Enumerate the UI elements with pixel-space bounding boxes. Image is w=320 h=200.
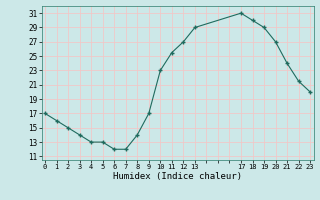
X-axis label: Humidex (Indice chaleur): Humidex (Indice chaleur) bbox=[113, 172, 242, 181]
